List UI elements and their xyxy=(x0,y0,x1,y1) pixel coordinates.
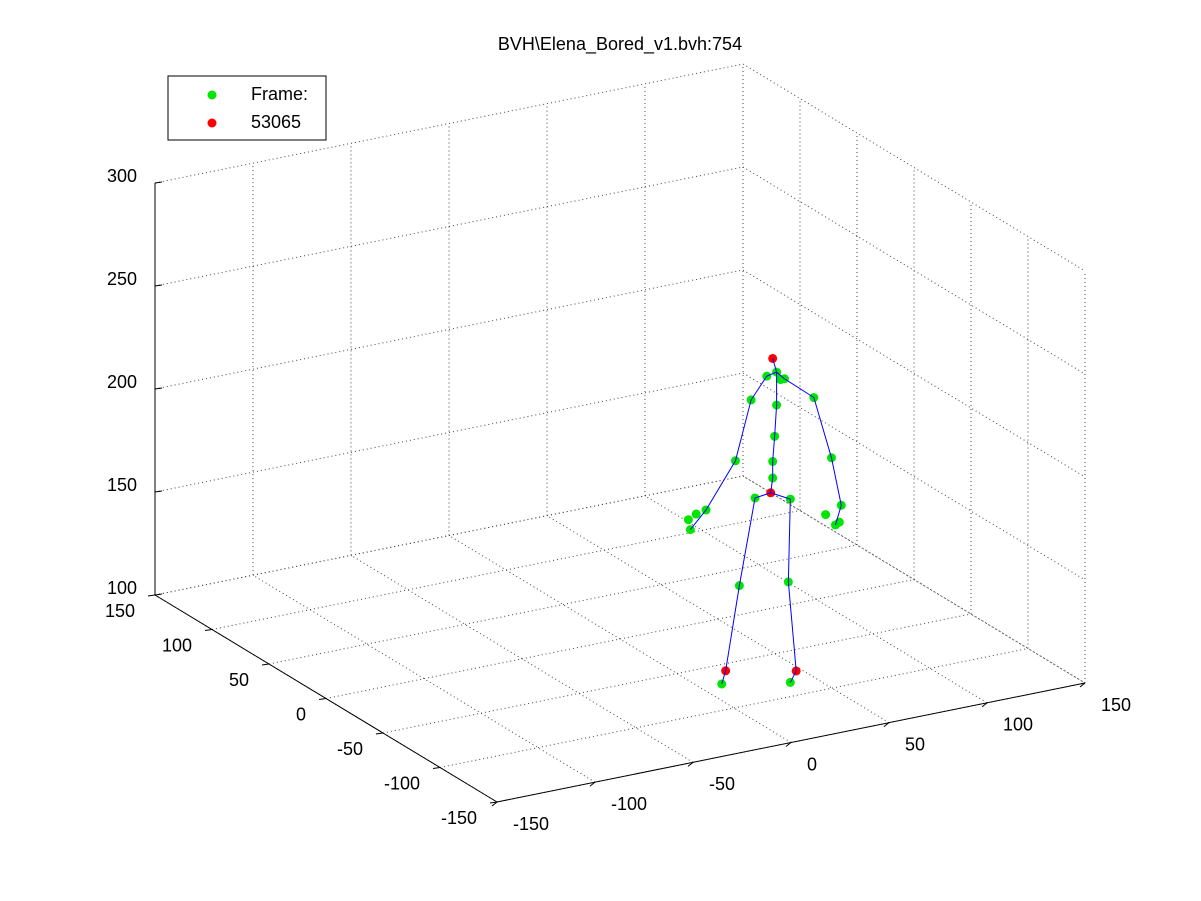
y-tick-label: -50 xyxy=(337,739,363,759)
y-axis xyxy=(154,594,498,803)
z-tick xyxy=(154,284,163,287)
axes: -150 -100 -50 0 50 100 150 -150 -100 -50 0 50 100 150… xyxy=(105,166,1131,834)
z-tick xyxy=(154,490,163,493)
joint-marker xyxy=(691,509,701,519)
z-tick-label: 250 xyxy=(107,269,137,289)
y-tick xyxy=(318,698,327,700)
x-tick-label: 100 xyxy=(1003,715,1033,735)
y-tick-label: 50 xyxy=(229,670,249,690)
y-tick-label: -150 xyxy=(441,808,477,828)
y-tick-label: -100 xyxy=(384,773,420,793)
x-tick-label: -100 xyxy=(611,794,647,814)
bone-line xyxy=(721,492,771,685)
z-tick-label: 100 xyxy=(107,578,137,598)
legend-marker xyxy=(207,90,217,100)
y-tick xyxy=(375,732,384,735)
legend-label: 53065 xyxy=(251,112,301,132)
z-tick xyxy=(154,387,163,390)
bone-line xyxy=(766,371,785,380)
x-tick-label: -50 xyxy=(709,774,735,794)
legend-label: Frame: xyxy=(251,84,308,104)
plot-area xyxy=(683,353,846,689)
x-tick-label: 50 xyxy=(905,734,925,754)
y-tick xyxy=(489,801,498,804)
y-tick xyxy=(204,629,213,631)
z-tick xyxy=(154,181,163,184)
bone-line xyxy=(689,375,768,530)
x-tick-label: 150 xyxy=(1101,695,1131,715)
y-tick-label: 0 xyxy=(296,704,306,724)
chart-title: BVH\Elena_Bored_v1.bvh:754 xyxy=(498,34,742,55)
x-tick-label: 0 xyxy=(807,754,817,774)
z-tick xyxy=(154,593,163,596)
y-tick-label: 100 xyxy=(162,635,192,655)
z-tick-label: 300 xyxy=(107,166,137,186)
x-tick xyxy=(491,801,498,807)
z-tick-label: 200 xyxy=(107,372,137,392)
y-tick xyxy=(432,767,441,769)
joint-marker xyxy=(776,375,786,385)
joint-marker xyxy=(821,510,831,520)
bone-line xyxy=(784,378,842,526)
y-tick xyxy=(261,663,270,666)
legend-marker xyxy=(207,118,217,128)
y-tick-label: 150 xyxy=(105,601,135,621)
bone-line xyxy=(770,492,797,683)
y-tick xyxy=(147,594,156,597)
z-tick-label: 150 xyxy=(107,475,137,495)
x-axis xyxy=(496,682,1086,803)
legend-box xyxy=(167,75,327,141)
legend: Frame: 53065 xyxy=(167,75,327,141)
joint-marker xyxy=(683,515,693,525)
x-tick-label: -150 xyxy=(513,814,549,834)
